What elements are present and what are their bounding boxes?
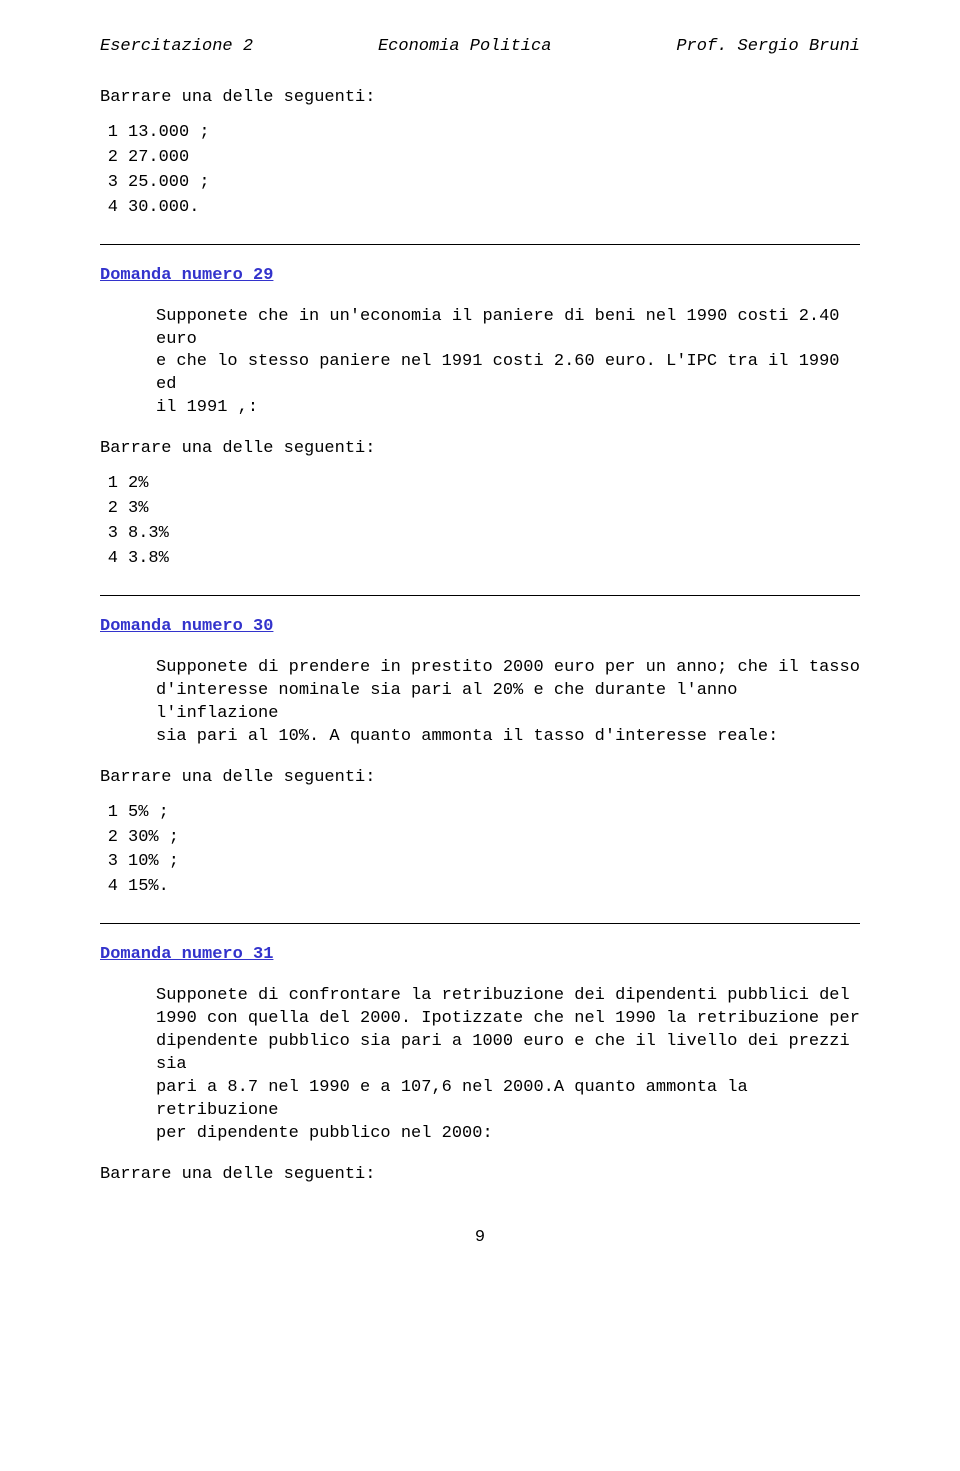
option-number: 1 bbox=[100, 122, 128, 145]
option-number: 2 bbox=[100, 827, 128, 850]
option-value: 13.000 ; bbox=[128, 122, 860, 145]
option-number: 2 bbox=[100, 147, 128, 170]
option-value: 30.000. bbox=[128, 197, 860, 220]
option-number: 4 bbox=[100, 197, 128, 220]
list-item: 43.8% bbox=[100, 548, 860, 571]
option-number: 3 bbox=[100, 172, 128, 195]
option-number: 4 bbox=[100, 548, 128, 571]
list-item: 38.3% bbox=[100, 523, 860, 546]
divider bbox=[100, 923, 860, 924]
q30-options: 15% ; 230% ; 310% ; 415%. bbox=[100, 802, 860, 900]
option-number: 1 bbox=[100, 473, 128, 496]
barrare-label: Barrare una delle seguenti: bbox=[100, 767, 860, 790]
header-left: Esercitazione 2 bbox=[100, 36, 253, 59]
option-number: 2 bbox=[100, 498, 128, 521]
page: Esercitazione 2 Economia Politica Prof. … bbox=[0, 0, 960, 1250]
option-value: 3.8% bbox=[128, 548, 860, 571]
question-title: Domanda numero 29 bbox=[100, 265, 860, 288]
option-number: 3 bbox=[100, 523, 128, 546]
question-title: Domanda numero 31 bbox=[100, 944, 860, 967]
option-value: 30% ; bbox=[128, 827, 860, 850]
list-item: 15% ; bbox=[100, 802, 860, 825]
list-item: 113.000 ; bbox=[100, 122, 860, 145]
list-item: 230% ; bbox=[100, 827, 860, 850]
barrare-label: Barrare una delle seguenti: bbox=[100, 87, 860, 110]
list-item: 415%. bbox=[100, 876, 860, 899]
intro-options: 113.000 ; 227.000 325.000 ; 430.000. bbox=[100, 122, 860, 220]
option-value: 2% bbox=[128, 473, 860, 496]
list-item: 227.000 bbox=[100, 147, 860, 170]
header-row: Esercitazione 2 Economia Politica Prof. … bbox=[100, 36, 860, 59]
list-item: 430.000. bbox=[100, 197, 860, 220]
option-number: 1 bbox=[100, 802, 128, 825]
question-body: Supponete di prendere in prestito 2000 e… bbox=[100, 657, 860, 749]
option-number: 4 bbox=[100, 876, 128, 899]
barrare-label: Barrare una delle seguenti: bbox=[100, 438, 860, 461]
header-center: Economia Politica bbox=[378, 36, 551, 59]
page-number: 9 bbox=[100, 1227, 860, 1250]
option-value: 25.000 ; bbox=[128, 172, 860, 195]
list-item: 310% ; bbox=[100, 851, 860, 874]
option-value: 5% ; bbox=[128, 802, 860, 825]
question-body: Supponete che in un'economia il paniere … bbox=[100, 306, 860, 421]
option-value: 10% ; bbox=[128, 851, 860, 874]
question-title: Domanda numero 30 bbox=[100, 616, 860, 639]
divider bbox=[100, 244, 860, 245]
list-item: 23% bbox=[100, 498, 860, 521]
list-item: 325.000 ; bbox=[100, 172, 860, 195]
option-value: 27.000 bbox=[128, 147, 860, 170]
option-value: 8.3% bbox=[128, 523, 860, 546]
option-value: 3% bbox=[128, 498, 860, 521]
header-right: Prof. Sergio Bruni bbox=[676, 36, 860, 59]
divider bbox=[100, 595, 860, 596]
barrare-label: Barrare una delle seguenti: bbox=[100, 1164, 860, 1187]
list-item: 12% bbox=[100, 473, 860, 496]
q29-options: 12% 23% 38.3% 43.8% bbox=[100, 473, 860, 571]
option-value: 15%. bbox=[128, 876, 860, 899]
question-body: Supponete di confrontare la retribuzione… bbox=[100, 985, 860, 1146]
option-number: 3 bbox=[100, 851, 128, 874]
